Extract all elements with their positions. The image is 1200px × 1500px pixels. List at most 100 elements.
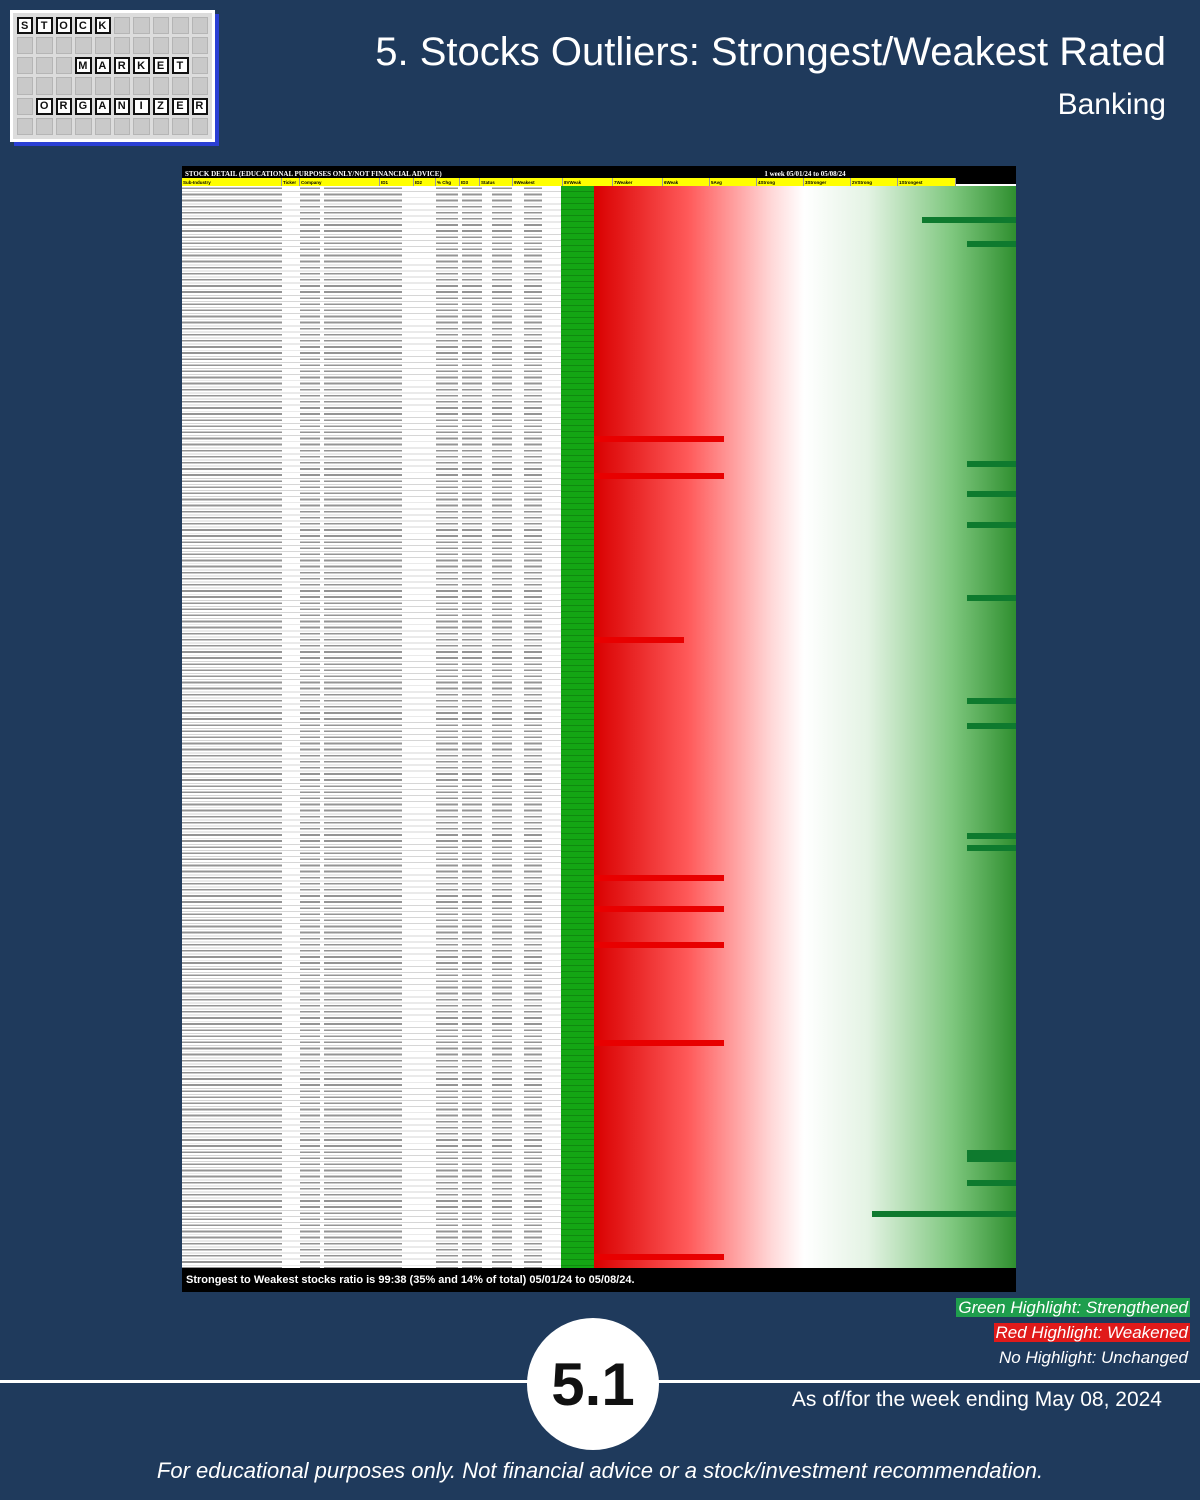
weakened-highlight (594, 1253, 724, 1260)
column-header: Company (300, 178, 380, 186)
logo-cell (172, 17, 189, 35)
logo-cell (36, 37, 53, 55)
logo-cell (17, 117, 34, 135)
logo-letter: R (55, 97, 73, 115)
disclaimer: For educational purposes only. Not finan… (156, 1458, 1044, 1483)
page-subtitle: Banking (1057, 88, 1166, 121)
column-header: Status (480, 178, 513, 186)
logo-cell (152, 17, 170, 35)
strengthened-highlight (967, 240, 1016, 247)
column-header: 5Avg (710, 178, 757, 186)
logo-cell (94, 117, 111, 135)
logo-cell (113, 117, 131, 135)
status-column (561, 186, 594, 1268)
logo-cell (17, 77, 34, 95)
column-header: 2VStrong (851, 178, 898, 186)
logo-letter: E (152, 57, 170, 75)
weakened-highlight (594, 436, 724, 443)
strengthened-highlight (967, 1155, 1016, 1162)
column-header: ID1 (380, 178, 414, 186)
logo-cell (191, 77, 208, 95)
logo-cell (191, 37, 208, 55)
logo-letter: K (133, 57, 150, 75)
strengthened-highlight (967, 1180, 1016, 1187)
section-badge: 5.1 (527, 1318, 659, 1450)
logo-cell (36, 57, 53, 75)
logo-cell (94, 37, 111, 55)
logo-letter: N (113, 97, 131, 115)
strengthened-highlight (967, 844, 1016, 851)
logo-cell (172, 37, 189, 55)
logo-letter: A (94, 57, 111, 75)
logo-letter: R (113, 57, 131, 75)
logo-letter: K (94, 17, 111, 35)
logo-cell (113, 37, 131, 55)
logo-cell (133, 117, 150, 135)
column-header: 9Weakest (513, 178, 563, 186)
strengthened-highlight (967, 698, 1016, 705)
logo-letter: R (191, 97, 208, 115)
legend-red: Red Highlight: Weakened (993, 1323, 1190, 1342)
legend: Green Highlight: Strengthened Red Highli… (956, 1298, 1190, 1373)
logo-letter: S (17, 17, 34, 35)
logo-letter: O (36, 97, 53, 115)
column-header: ID2 (414, 178, 436, 186)
column-headers: Sub-Industry Ticker Company ID1 ID2% Chg ID3 S… (182, 178, 1016, 186)
stock-detail-table: STOCK DETAIL (EDUCATIONAL PURPOSES ONLY/… (182, 166, 1016, 1292)
strengthened-highlight (872, 1210, 1016, 1217)
column-header: 6Weak (663, 178, 710, 186)
logo-cell (133, 17, 150, 35)
logo-cell (55, 37, 73, 55)
logo-cell (152, 117, 170, 135)
logo-letter: G (75, 97, 92, 115)
strengthened-highlight (967, 722, 1016, 729)
column-header: 8VWeak (563, 178, 613, 186)
weakened-highlight (594, 875, 724, 882)
table-footer: Strongest to Weakest stocks ratio is 99:… (182, 1268, 1016, 1292)
as-of-date: As of/for the week ending May 08, 2024 (791, 1388, 1162, 1411)
strengthened-highlight (967, 832, 1016, 839)
logo-cell (113, 77, 131, 95)
column-header: ID3 (460, 178, 480, 186)
logo-cell (75, 117, 92, 135)
logo-cell (94, 77, 111, 95)
weakened-highlight (594, 942, 724, 949)
strengthened-highlight (967, 460, 1016, 467)
logo-cell (191, 117, 208, 135)
column-header: 7Weaker (613, 178, 663, 186)
logo-cell (17, 97, 34, 115)
logo-cell (172, 77, 189, 95)
column-header: Ticker (282, 178, 300, 186)
weakened-highlight (594, 905, 724, 912)
logo-cell (55, 77, 73, 95)
logo-cell (55, 57, 73, 75)
column-header: 1Strongest (898, 178, 956, 186)
strengthened-highlight (967, 594, 1016, 601)
legend-none: No Highlight: Unchanged (998, 1348, 1188, 1367)
logo-cell (152, 77, 170, 95)
logo-letter: A (94, 97, 111, 115)
logo-letter: Z (152, 97, 170, 115)
logo-cell (17, 57, 34, 75)
logo-cell (113, 17, 131, 35)
strengthened-highlight (967, 491, 1016, 497)
logo-letter: C (75, 17, 92, 35)
column-header: 4Strong (757, 178, 804, 186)
logo-cell (75, 37, 92, 55)
weak-rating-region (594, 186, 804, 1268)
strengthened-highlight (922, 216, 1016, 223)
column-header: Sub-Industry (182, 178, 282, 186)
logo-cell (133, 77, 150, 95)
logo-cell (17, 37, 34, 55)
weakened-highlight (594, 637, 684, 644)
logo-letter: T (36, 17, 53, 35)
logo-cell (191, 57, 208, 75)
logo-letter: E (172, 97, 189, 115)
weakened-highlight (594, 472, 724, 479)
column-header: 3Stronger (804, 178, 851, 186)
logo-letter: O (55, 17, 73, 35)
logo-cell (133, 37, 150, 55)
strengthened-highlight (967, 521, 1016, 528)
